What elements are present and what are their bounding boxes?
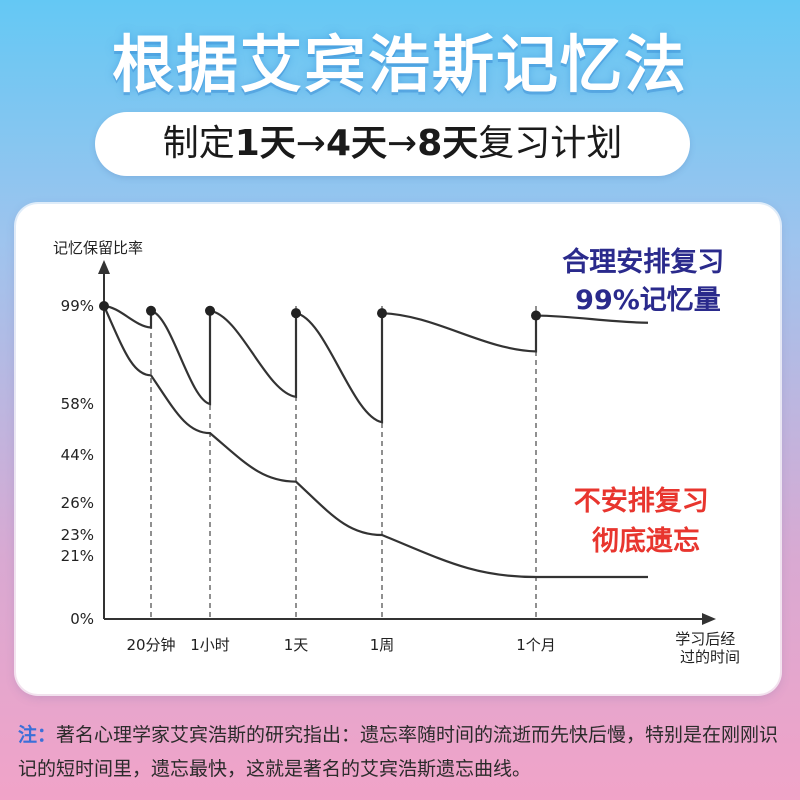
x-tick-label: 20分钟 [126, 636, 175, 654]
y-tick-label: 0% [70, 610, 94, 628]
annotation-forget-line1: 不安排复习 [574, 486, 709, 517]
annotation-review-line2: 99%记忆量 [575, 285, 721, 316]
curve-forget [102, 305, 648, 579]
annotation-forget: 不安排复习 彻底遗忘 [574, 486, 718, 557]
x-axis-label-line1: 学习后经 [675, 630, 735, 648]
x-axis-label-line2: 过的时间 [680, 648, 740, 666]
review-point [531, 310, 541, 321]
subtitle-suffix: 复习计划 [478, 123, 623, 164]
subtitle-day8: 8天 [417, 123, 479, 164]
x-tick-label: 1个月 [516, 636, 556, 654]
footnote: 注：著名心理学家艾宾浩斯的研究指出：遗忘率随时间的流逝而先快后慢，特别是在刚刚识… [18, 718, 788, 786]
annotation-forget-line2: 彻底遗忘 [592, 525, 700, 557]
subtitle-prefix: 制定 [162, 123, 235, 164]
subtitle-day4: 4天 [325, 123, 388, 164]
y-tick-label: 99% [61, 297, 94, 315]
y-tick-label: 58% [61, 395, 94, 413]
page-title: 根据艾宾浩斯记忆法 [0, 20, 800, 110]
x-axis-label: 学习后经 过的时间 [675, 630, 740, 666]
review-point [146, 305, 156, 316]
y-tick-label: 23% [61, 526, 94, 544]
subtitle-pill: 制定1天→4天→8天复习计划 [95, 112, 690, 176]
footnote-label: 注： [18, 724, 57, 746]
y-tick-label: 26% [61, 494, 94, 512]
review-point [99, 301, 109, 311]
x-tick-label: 1小时 [190, 636, 230, 654]
annotation-review-line1: 合理安排复习 [562, 246, 724, 278]
title-prefix: 根据 [111, 28, 240, 101]
review-point [377, 308, 387, 319]
title-highlight: 艾宾浩斯记忆法 [240, 28, 689, 101]
subtitle-day1: 1天 [234, 123, 296, 164]
forgetting-curve-chart: 记忆保留比率 学习后经 过的时间 99% 58% 44% 26% 23% 21% 0% 20… [53, 239, 740, 666]
y-tick-label: 21% [61, 547, 94, 565]
footnote-text: 著名心理学家艾宾浩斯的研究指出：遗忘率随时间的流逝而先快后慢，特别是在刚刚识记的… [18, 724, 779, 780]
chart-card: 记忆保留比率 学习后经 过的时间 99% 58% 44% 26% 23% 21% 0% 20… [16, 204, 780, 694]
annotation-review: 合理安排复习 99%记忆量 [562, 246, 733, 316]
review-point [205, 305, 215, 316]
x-tick-label: 1天 [284, 636, 309, 654]
x-axis-arrow-icon [702, 613, 716, 625]
subtitle-arrow-2: → [387, 123, 418, 164]
x-tick-label: 1周 [370, 636, 395, 654]
y-axis-label: 记忆保留比率 [53, 239, 143, 257]
curve-review [103, 304, 649, 424]
y-tick-label: 44% [61, 446, 94, 464]
y-axis-arrow-icon [98, 260, 110, 274]
subtitle-arrow-1: → [295, 123, 326, 164]
review-point [291, 308, 301, 319]
